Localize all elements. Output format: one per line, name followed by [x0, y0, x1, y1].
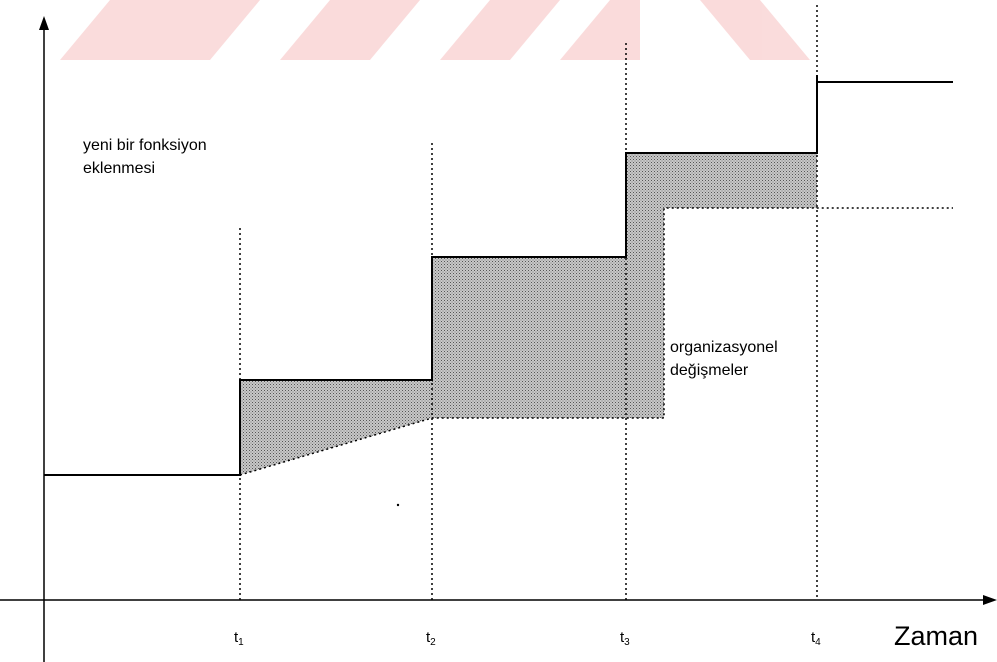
- tick-subscript: 1: [238, 637, 244, 648]
- label: eklenmesi: [83, 160, 155, 177]
- label: yeni bir fonksiyon: [83, 137, 207, 154]
- shaded-area: [240, 153, 817, 475]
- tick-label: t1: [234, 629, 244, 648]
- tick-subscript: 2: [430, 637, 436, 648]
- function-path: [44, 75, 818, 476]
- watermark: [60, 0, 810, 60]
- tick-label: t2: [426, 629, 436, 648]
- tick-subscript: 3: [624, 637, 630, 648]
- speck: [396, 503, 400, 507]
- label: değişmeler: [670, 362, 749, 379]
- tick-base: t: [620, 629, 625, 646]
- tick-base: t: [234, 629, 239, 646]
- tick-label: t4: [811, 629, 821, 648]
- tick-label: t3: [620, 629, 630, 648]
- label: organizasyonel: [670, 339, 778, 356]
- tick-base: t: [426, 629, 431, 646]
- tick-labels: t1 t2 t3 t4: [234, 629, 821, 648]
- tick-base: t: [811, 629, 816, 646]
- tick-subscript: 4: [815, 637, 821, 648]
- axis-title: Zaman: [894, 621, 978, 651]
- axes: [0, 16, 997, 662]
